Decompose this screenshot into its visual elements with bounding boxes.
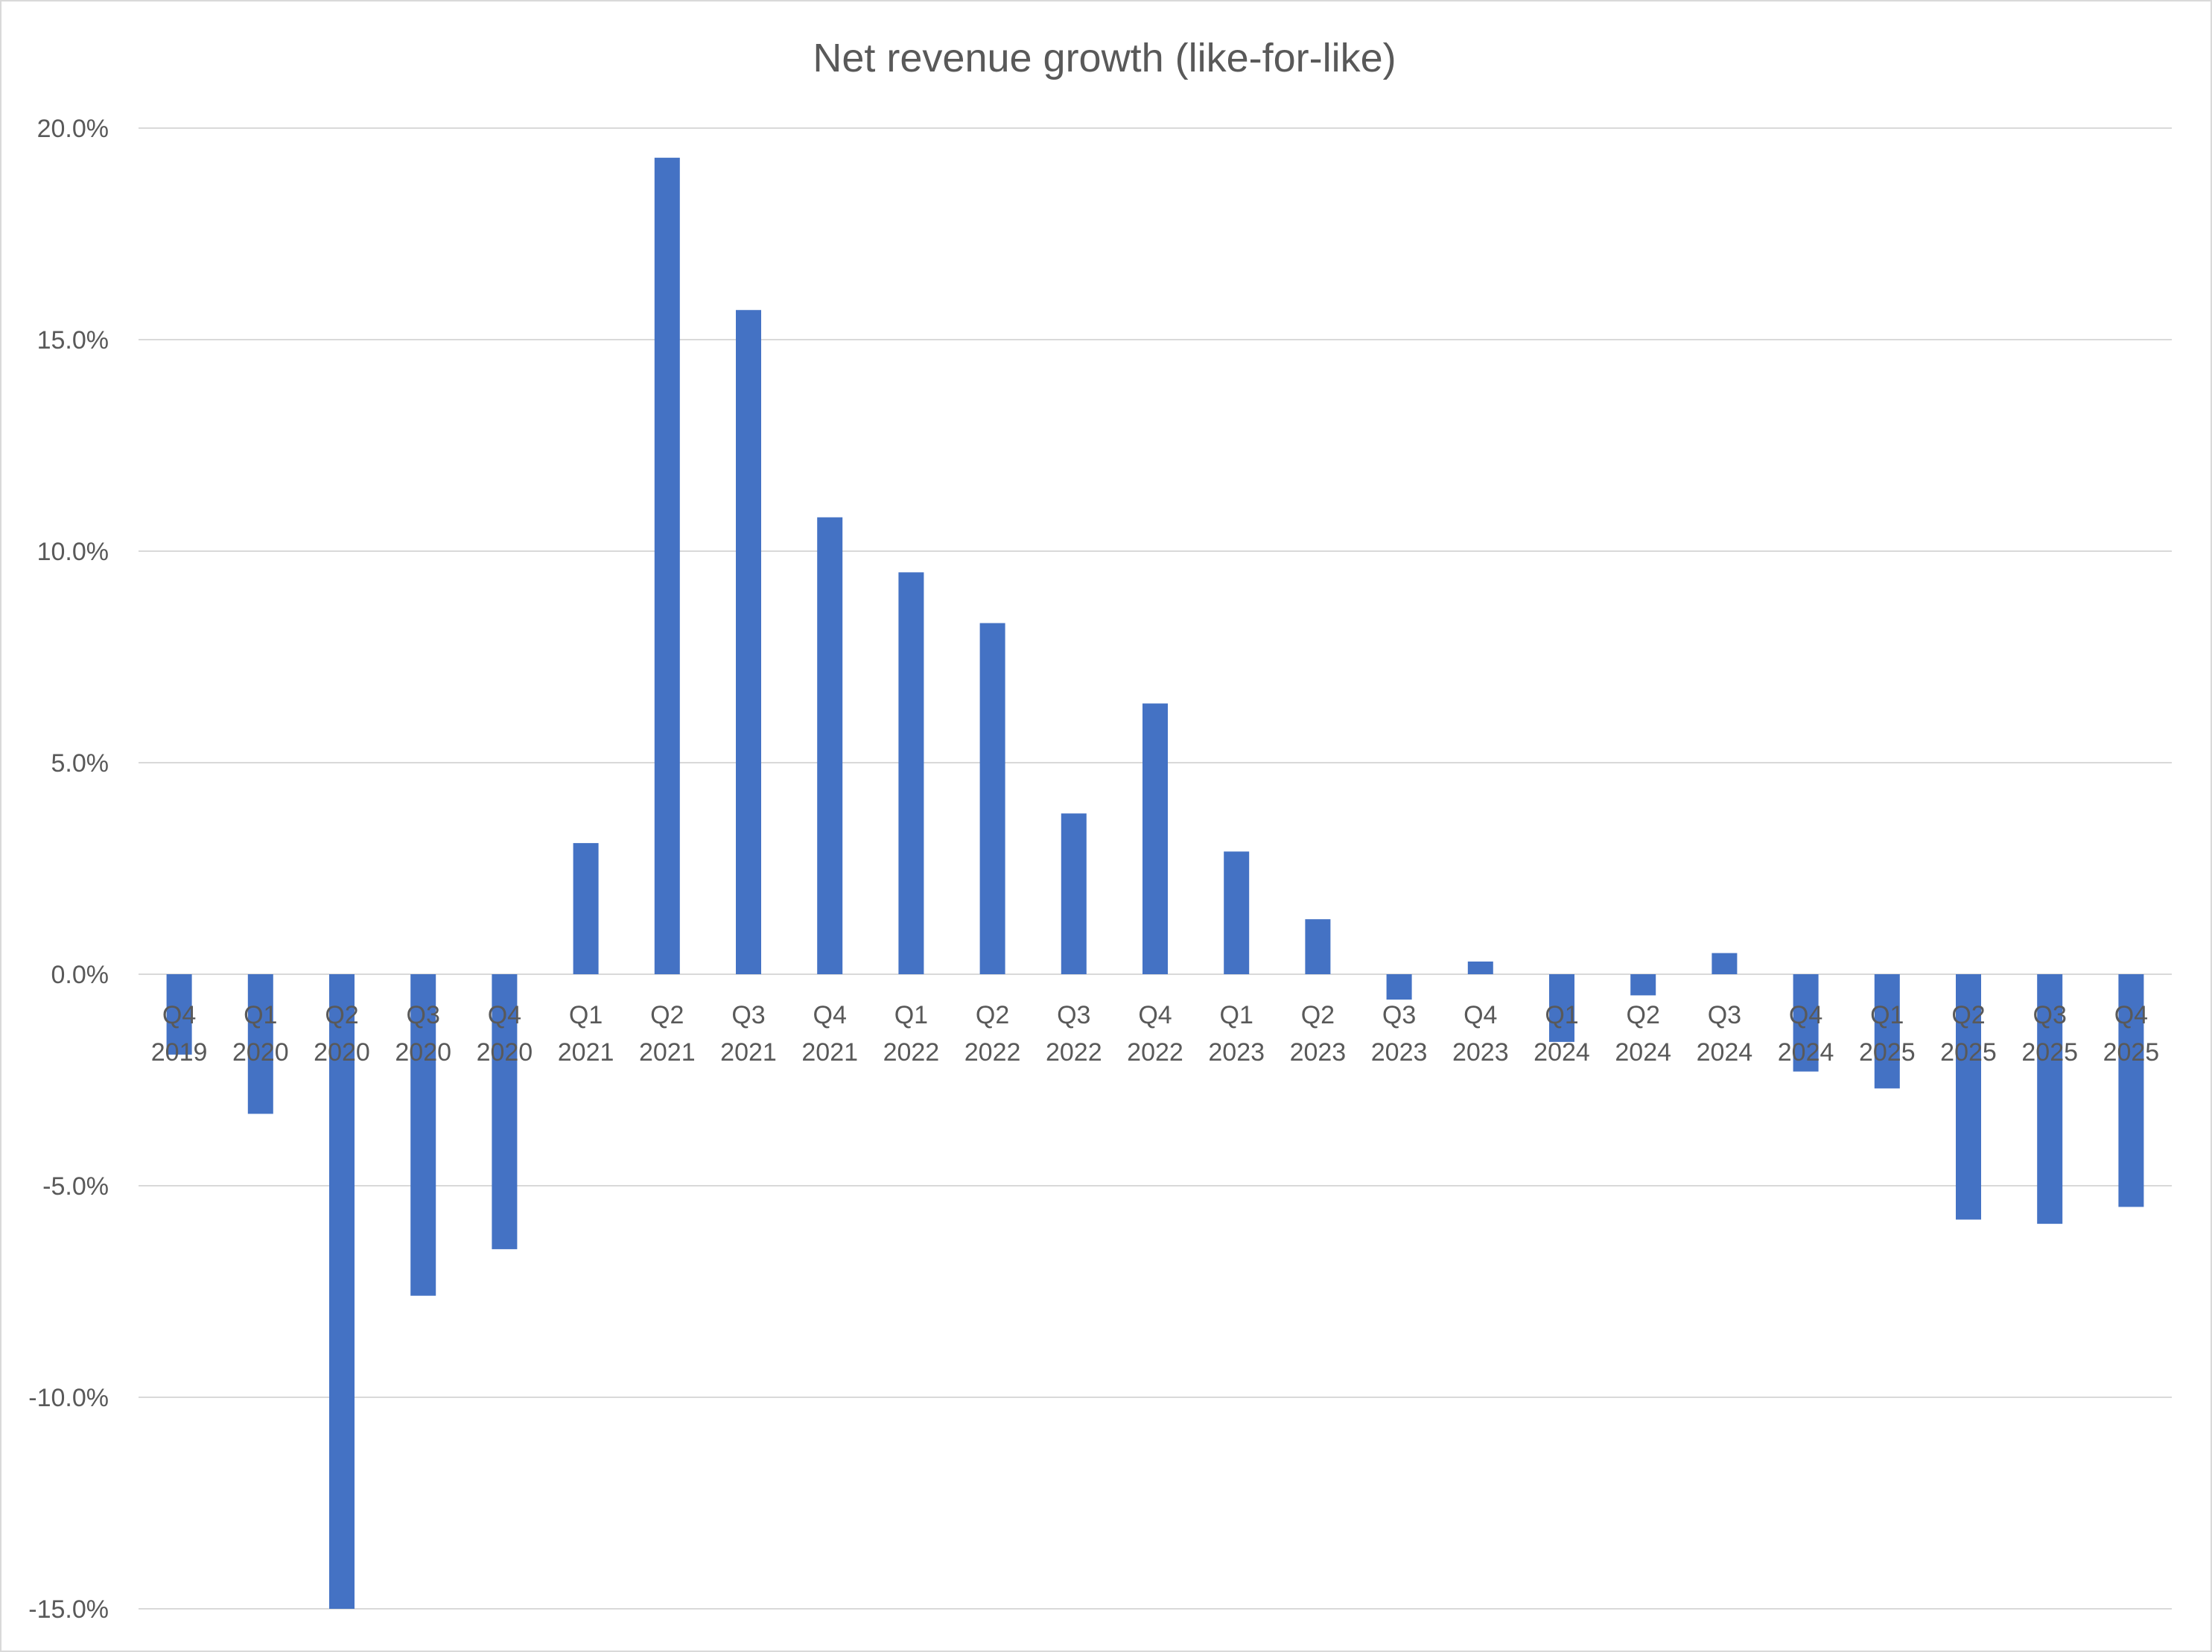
x-tick-label-quarter: Q4 bbox=[2114, 1001, 2148, 1029]
x-tick-label-quarter: Q3 bbox=[2033, 1001, 2067, 1029]
bar bbox=[1956, 974, 1981, 1220]
x-tick-label-year: 2025 bbox=[2021, 1038, 2078, 1067]
x-tick-label-quarter: Q2 bbox=[1301, 1001, 1335, 1029]
y-tick-label: 15.0% bbox=[37, 326, 109, 355]
y-tick-label: 20.0% bbox=[37, 115, 109, 143]
bar bbox=[1467, 961, 1493, 974]
bar bbox=[1224, 851, 1250, 974]
x-tick-label-quarter: Q1 bbox=[569, 1001, 603, 1029]
x-tick-label-year: 2025 bbox=[1940, 1038, 1997, 1067]
bar bbox=[1712, 953, 1738, 974]
y-tick-label: -10.0% bbox=[28, 1384, 109, 1412]
x-axis-tick-labels: Q4 2019 Q1 2020 Q2 2020 Q3 2020 Q4 2020 Q1 2021 Q2 20… bbox=[151, 1001, 2159, 1067]
x-tick-label-quarter: Q1 bbox=[1545, 1001, 1578, 1029]
x-tick-label-year: 2023 bbox=[1452, 1038, 1509, 1067]
y-tick-label: 10.0% bbox=[37, 538, 109, 566]
x-tick-label-quarter: Q3 bbox=[407, 1001, 440, 1029]
x-tick-label-quarter: Q2 bbox=[650, 1001, 684, 1029]
x-tick-label-quarter: Q2 bbox=[1951, 1001, 1985, 1029]
bar bbox=[1549, 974, 1574, 1042]
x-tick-label-year: 2024 bbox=[1534, 1038, 1590, 1067]
x-tick-label-quarter: Q3 bbox=[1708, 1001, 1741, 1029]
bar bbox=[329, 974, 355, 1609]
x-tick-label-year: 2025 bbox=[2103, 1038, 2160, 1067]
x-tick-label-year: 2022 bbox=[883, 1038, 940, 1067]
chart-title: Net revenue growth (like-for-like) bbox=[813, 36, 1396, 80]
bar bbox=[654, 157, 680, 974]
bar bbox=[1142, 703, 1168, 974]
bar bbox=[573, 842, 599, 974]
bar bbox=[898, 572, 924, 974]
bar bbox=[410, 974, 436, 1296]
x-tick-label-year: 2022 bbox=[1127, 1038, 1183, 1067]
x-tick-label-quarter: Q1 bbox=[1220, 1001, 1253, 1029]
bar bbox=[1305, 919, 1331, 974]
x-tick-label-year: 2024 bbox=[1615, 1038, 1671, 1067]
x-tick-label-year: 2024 bbox=[1778, 1038, 1834, 1067]
bar bbox=[2037, 974, 2063, 1224]
x-tick-label-year: 2025 bbox=[1859, 1038, 1916, 1067]
bars bbox=[166, 157, 2144, 1609]
bar bbox=[817, 517, 843, 974]
x-tick-label-year: 2021 bbox=[720, 1038, 777, 1067]
y-axis-tick-labels: 20.0% 15.0% 10.0% 5.0% 0.0% -5.0% -10.0% -15.0% bbox=[28, 115, 109, 1624]
x-tick-label-quarter: Q4 bbox=[488, 1001, 521, 1029]
x-tick-label-quarter: Q2 bbox=[325, 1001, 358, 1029]
x-tick-label-quarter: Q1 bbox=[1870, 1001, 1904, 1029]
x-tick-label-year: 2024 bbox=[1697, 1038, 1753, 1067]
x-tick-label-year: 2020 bbox=[395, 1038, 451, 1067]
bar bbox=[492, 974, 518, 1250]
x-tick-label-year: 2019 bbox=[151, 1038, 208, 1067]
x-tick-label-year: 2023 bbox=[1290, 1038, 1347, 1067]
y-tick-label: 5.0% bbox=[51, 749, 109, 778]
bar bbox=[1630, 974, 1656, 996]
x-tick-label-year: 2021 bbox=[639, 1038, 696, 1067]
x-tick-label-quarter: Q1 bbox=[244, 1001, 277, 1029]
x-tick-label-quarter: Q2 bbox=[976, 1001, 1009, 1029]
x-tick-label-year: 2022 bbox=[964, 1038, 1021, 1067]
x-tick-label-year: 2020 bbox=[314, 1038, 370, 1067]
y-tick-label: -5.0% bbox=[42, 1172, 109, 1201]
x-tick-label-quarter: Q4 bbox=[813, 1001, 847, 1029]
x-tick-label-quarter: Q2 bbox=[1627, 1001, 1660, 1029]
x-tick-label-quarter: Q4 bbox=[1789, 1001, 1822, 1029]
y-tick-label: 0.0% bbox=[51, 961, 109, 989]
x-tick-label-year: 2021 bbox=[558, 1038, 614, 1067]
bar bbox=[247, 974, 273, 1114]
x-tick-label-year: 2023 bbox=[1371, 1038, 1428, 1067]
y-tick-label: -15.0% bbox=[28, 1595, 109, 1624]
x-tick-label-quarter: Q3 bbox=[1382, 1001, 1416, 1029]
bar bbox=[1061, 813, 1087, 974]
bar bbox=[2118, 974, 2144, 1207]
x-tick-label-year: 2023 bbox=[1208, 1038, 1265, 1067]
x-tick-label-quarter: Q1 bbox=[894, 1001, 928, 1029]
bar bbox=[979, 623, 1005, 974]
x-tick-label-year: 2020 bbox=[232, 1038, 289, 1067]
x-tick-label-year: 2020 bbox=[477, 1038, 533, 1067]
x-tick-label-quarter: Q3 bbox=[1057, 1001, 1090, 1029]
bar bbox=[1874, 974, 1900, 1089]
bar bbox=[736, 310, 761, 974]
x-tick-label-quarter: Q4 bbox=[1138, 1001, 1172, 1029]
x-tick-label-year: 2022 bbox=[1046, 1038, 1102, 1067]
bar bbox=[1793, 974, 1819, 1072]
bar bbox=[166, 974, 192, 1055]
bar bbox=[1386, 974, 1412, 1000]
x-tick-label-year: 2021 bbox=[801, 1038, 858, 1067]
x-tick-label-quarter: Q4 bbox=[1463, 1001, 1497, 1029]
x-tick-label-quarter: Q3 bbox=[731, 1001, 765, 1029]
x-tick-label-quarter: Q4 bbox=[162, 1001, 196, 1029]
